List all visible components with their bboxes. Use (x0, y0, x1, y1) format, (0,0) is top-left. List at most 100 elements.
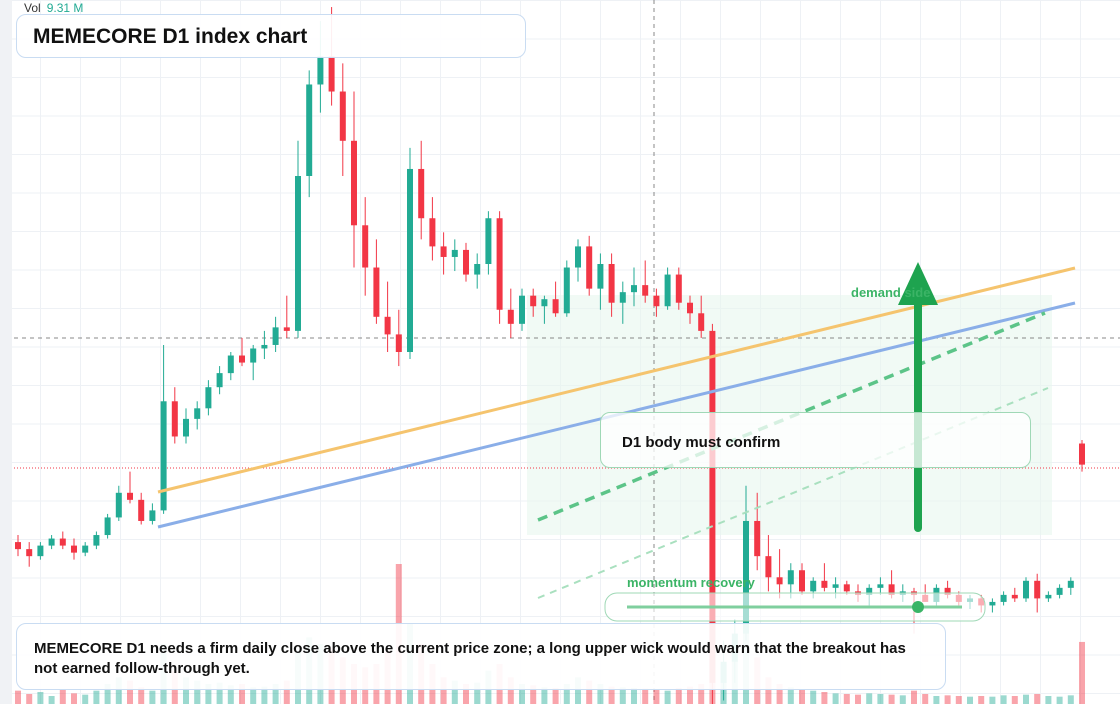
candle-body (642, 285, 649, 296)
candle-body (71, 545, 77, 553)
volume-bar (563, 684, 570, 704)
candle-body (295, 176, 301, 331)
candle-body (698, 313, 705, 331)
candle-body (575, 246, 581, 268)
candle-body (597, 264, 604, 289)
candle-body (250, 348, 257, 363)
volume-bar (967, 696, 973, 704)
volume-bar (1045, 696, 1052, 704)
candle-body (451, 249, 458, 257)
candle-body (149, 510, 156, 521)
candle-body (888, 584, 895, 595)
volume-bar (899, 695, 906, 704)
volume-bar (1056, 696, 1063, 704)
volume-bar (787, 687, 794, 704)
candle-body (1045, 594, 1052, 599)
volume-bar (832, 693, 839, 704)
candle-body (787, 570, 794, 585)
volume-bar (933, 696, 940, 704)
candle-body (754, 520, 761, 557)
volume-bar (183, 677, 189, 704)
candle-body (619, 292, 626, 303)
candle-body (687, 302, 693, 314)
candle-body (530, 295, 537, 307)
volume-bar (138, 687, 145, 704)
volume-bar (765, 677, 772, 704)
volume-bar (519, 684, 525, 704)
volume-bar (552, 688, 559, 704)
volume-bar (216, 682, 223, 704)
volume-bar (597, 684, 604, 704)
volume-bar (227, 685, 234, 704)
zone-label: D1 body must confirm (600, 412, 1031, 468)
demand-label: demand side (851, 285, 931, 300)
candle-body (227, 355, 234, 374)
candle-body (283, 327, 290, 331)
candle-body (373, 267, 380, 317)
left-strip (0, 0, 12, 704)
candle-body (351, 140, 357, 226)
volume-bar (463, 684, 469, 704)
volume-bar (250, 687, 257, 704)
candle-body (519, 295, 525, 324)
volume-bar (474, 682, 481, 704)
volume-bar (575, 677, 581, 704)
volume-bar (653, 689, 660, 704)
candle-body (586, 246, 593, 289)
candle-body (160, 401, 167, 511)
candle-body (183, 418, 189, 437)
volume-bar (530, 685, 537, 704)
volume-bar (664, 690, 671, 704)
candle-body (743, 520, 749, 634)
volume-bar (978, 696, 985, 704)
volume-bar (71, 693, 77, 704)
volume-bar (26, 694, 33, 704)
volume-legend: Vol 9.31 M (24, 1, 83, 15)
volume-bar (1011, 696, 1018, 704)
candle-body (37, 545, 44, 557)
candle-body (821, 580, 828, 588)
volume-bar (586, 680, 593, 704)
candle-body (407, 168, 413, 352)
volume-bar (944, 695, 951, 704)
candle-body (138, 499, 145, 521)
candle-body (59, 538, 66, 546)
volume-bar (821, 692, 828, 704)
volume-bar (810, 690, 817, 704)
volume-bar (440, 677, 447, 704)
candle-body (810, 580, 817, 592)
volume-bar (272, 684, 279, 704)
volume-bar (48, 696, 55, 704)
candle-body (1056, 587, 1063, 595)
volume-bar (1067, 695, 1074, 704)
vol-value: 9.31 M (46, 1, 84, 15)
candle-body (440, 246, 447, 257)
candle-body (799, 570, 805, 592)
candle-body (631, 285, 637, 293)
candle-body (48, 538, 55, 546)
vol-label: Vol (24, 1, 41, 15)
volume-bar (855, 694, 861, 704)
volume-bar (1079, 641, 1085, 704)
candle-body (664, 274, 671, 307)
volume-bar (451, 680, 458, 704)
candle-body (239, 355, 245, 363)
volume-bar (104, 684, 111, 704)
volume-bar (631, 688, 637, 704)
candle-body (866, 587, 873, 595)
trend-line (157, 266, 1076, 494)
volume-bar (799, 689, 805, 704)
candle-body (608, 264, 615, 303)
candle-body (496, 218, 503, 310)
volume-bar (608, 686, 615, 704)
volume-bar (205, 684, 212, 704)
volume-bar (687, 686, 693, 704)
candle-body (384, 316, 391, 335)
arrow-head (898, 262, 938, 305)
candle-body (474, 264, 481, 275)
candle-body (1067, 580, 1074, 588)
volume-bar (127, 680, 133, 704)
candle-body (1000, 594, 1007, 602)
